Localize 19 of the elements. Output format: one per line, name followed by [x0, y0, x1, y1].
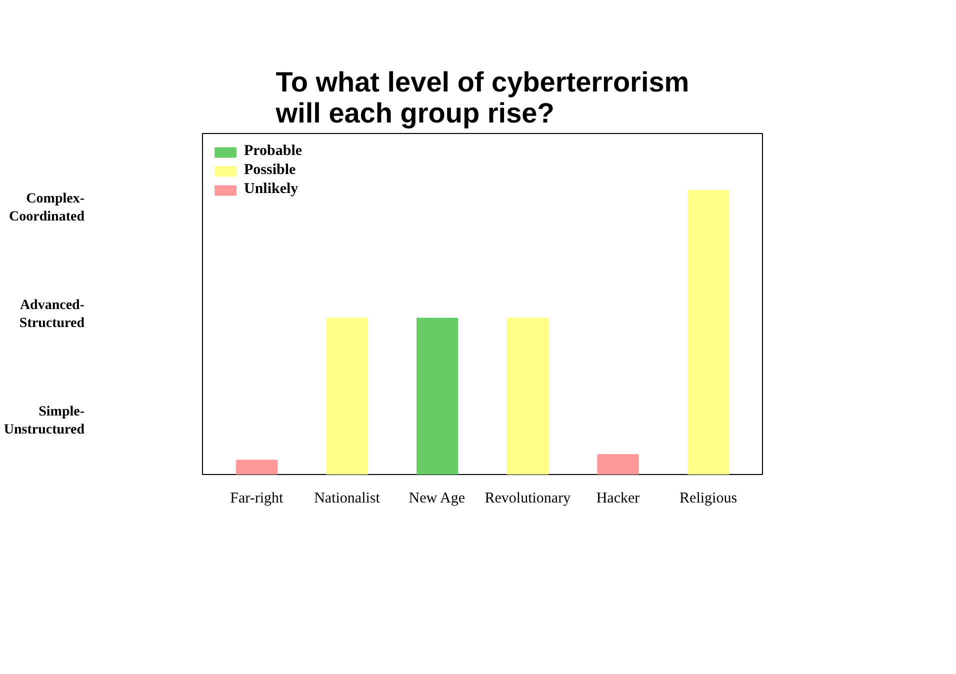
text: Advanced-Structured: [19, 298, 85, 332]
bar: [326, 318, 368, 474]
bar: [506, 318, 548, 474]
bar: [236, 460, 278, 474]
bar: [597, 454, 639, 474]
text: Complex-Coordinated: [9, 192, 85, 225]
x-tick-label: Far-right: [230, 490, 284, 506]
x-tick-label: Revolutionary: [484, 490, 572, 506]
x-tick-label: Nationalist: [314, 490, 381, 506]
text: Simple-Unstructured: [4, 404, 85, 438]
legend-label: Probable: [244, 143, 302, 160]
bar: [687, 190, 730, 474]
bar: [416, 318, 458, 474]
x-tick-label: Hacker: [596, 490, 640, 506]
chart-title: To what level of cyberterrorism will each group rise?: [274, 66, 690, 128]
legend-label: Unlikely: [244, 181, 298, 198]
x-tick-label: New Age: [408, 490, 466, 506]
x-tick-label: Religious: [680, 490, 738, 506]
legend-label: Possible: [244, 162, 296, 179]
